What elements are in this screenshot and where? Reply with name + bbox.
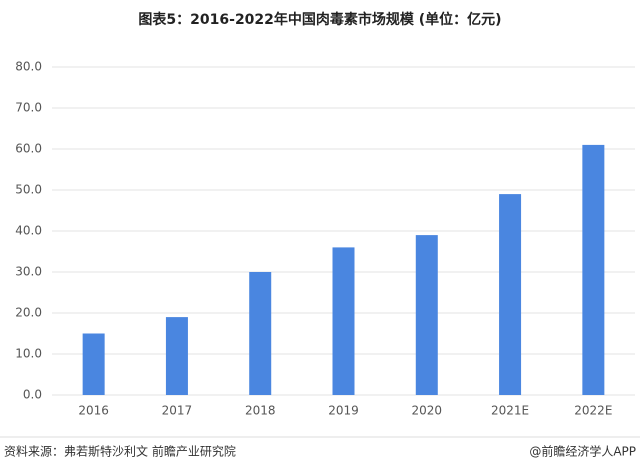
y-tick-label: 20.0 (15, 306, 42, 320)
y-tick-label: 70.0 (15, 101, 42, 115)
x-tick-label: 2019 (328, 404, 359, 418)
bar (332, 247, 355, 395)
bar (499, 194, 522, 395)
bar (582, 144, 605, 395)
x-tick-label: 2018 (245, 404, 276, 418)
y-tick-label: 80.0 (15, 60, 42, 74)
y-tick-label: 30.0 (15, 265, 42, 279)
credit: @前瞻经济学人APP (529, 444, 636, 459)
x-tick-label: 2017 (162, 404, 193, 418)
y-tick-label: 50.0 (15, 183, 42, 197)
bar (82, 333, 105, 395)
y-tick-label: 10.0 (15, 347, 42, 361)
bar (249, 272, 272, 395)
bar (415, 235, 438, 395)
bar (165, 317, 188, 395)
source-note: 资料来源：弗若斯特沙利文 前瞻产业研究院 (4, 444, 236, 459)
x-tick-label: 2020 (412, 404, 443, 418)
x-tick-label: 2021E (491, 404, 529, 418)
chart-title: 图表5：2016-2022年中国肉毒素市场规模 (单位：亿元) (138, 11, 501, 28)
y-tick-label: 0.0 (23, 388, 42, 402)
x-tick-label: 2016 (78, 404, 109, 418)
y-tick-label: 40.0 (15, 224, 42, 238)
x-tick-label: 2022E (574, 404, 612, 418)
y-tick-label: 60.0 (15, 142, 42, 156)
